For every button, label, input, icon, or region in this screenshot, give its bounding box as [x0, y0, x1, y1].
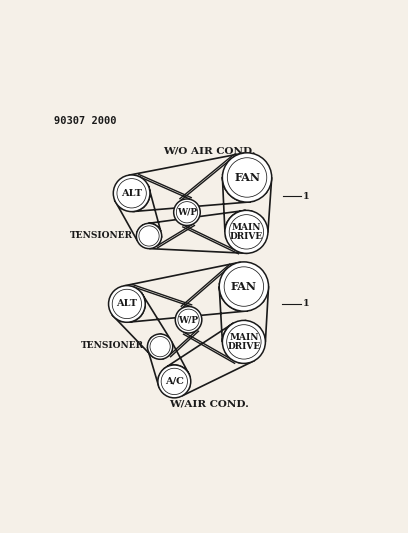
Text: 1: 1	[302, 300, 309, 309]
Circle shape	[136, 223, 162, 248]
Text: W/P: W/P	[178, 315, 199, 324]
Text: W/O AIR COND.: W/O AIR COND.	[163, 146, 255, 155]
Circle shape	[219, 262, 268, 311]
Text: W/AIR COND.: W/AIR COND.	[169, 399, 249, 408]
Text: A/C: A/C	[165, 377, 184, 386]
Text: W/P: W/P	[177, 208, 197, 217]
Circle shape	[147, 334, 173, 359]
Text: TENSIONER: TENSIONER	[81, 341, 144, 350]
Text: ALT: ALT	[116, 300, 137, 309]
Text: ALT: ALT	[121, 189, 142, 198]
Text: TENSIONER: TENSIONER	[70, 231, 133, 240]
Text: 1: 1	[302, 192, 309, 201]
Circle shape	[113, 175, 150, 212]
Circle shape	[109, 286, 145, 322]
Circle shape	[222, 320, 265, 364]
Circle shape	[175, 306, 202, 333]
Text: FAN: FAN	[231, 281, 257, 292]
Text: MAIN
DRIVE: MAIN DRIVE	[230, 222, 263, 241]
Text: 90307 2000: 90307 2000	[54, 116, 117, 126]
Circle shape	[158, 365, 191, 398]
Circle shape	[222, 153, 272, 202]
Circle shape	[225, 211, 268, 253]
Text: MAIN
DRIVE: MAIN DRIVE	[227, 333, 260, 351]
Circle shape	[174, 199, 200, 225]
Text: FAN: FAN	[234, 172, 260, 183]
